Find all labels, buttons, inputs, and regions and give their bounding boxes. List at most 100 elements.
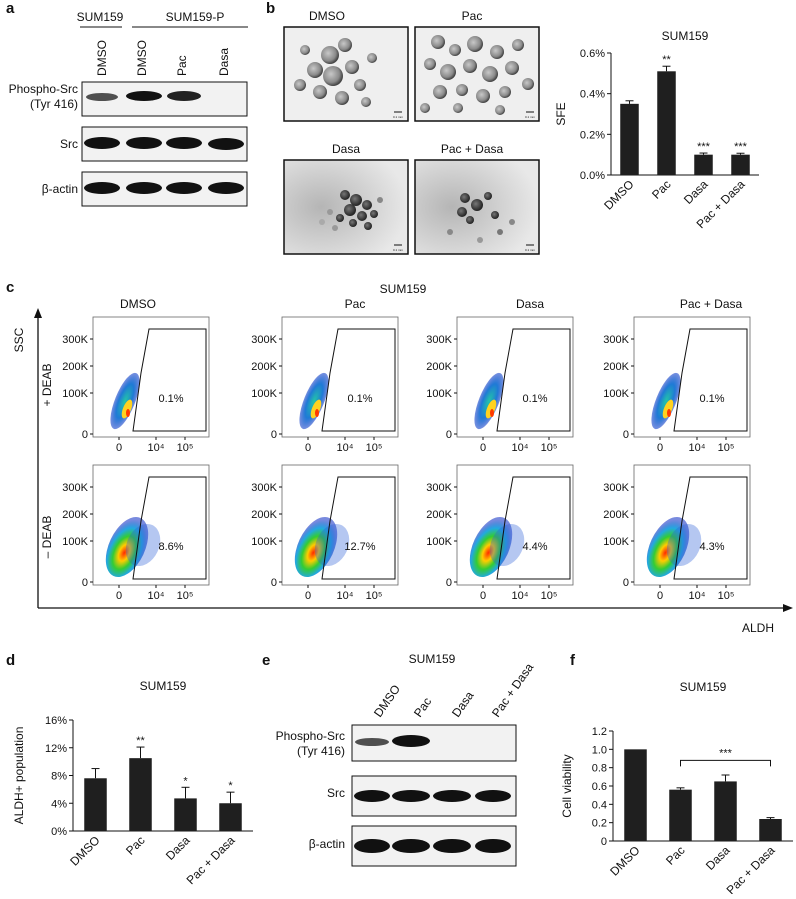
facs-cell-cloud: [646, 517, 690, 577]
lane-label: Pac + Dasa: [489, 660, 536, 719]
facs-x-tick-label: 10⁴: [337, 442, 354, 454]
lane-label: Dasa: [449, 688, 477, 719]
image-label: DMSO: [309, 9, 345, 23]
blot-band: [84, 182, 120, 194]
facs-y-tick-label: 200K: [603, 361, 629, 373]
panel-label-f: f: [570, 652, 576, 669]
blot-band: [126, 137, 162, 149]
facs-cell-cloud: [299, 372, 329, 430]
facs-cell-cloud: [651, 372, 681, 430]
y-axis-label: SFE: [554, 102, 568, 125]
gate-percentage: 0.1%: [522, 393, 547, 405]
facs-y-tick-label: 300K: [603, 334, 629, 346]
scale-bar-label: 0.1 mm: [393, 248, 404, 252]
facs-y-tick-label: 300K: [62, 482, 88, 494]
facs-frame: [92, 316, 210, 438]
facs-plot: 300K 200K 100K 0 0 10⁴ 10⁵ 0.1%: [62, 316, 210, 454]
x-tick-label: DMSO: [67, 833, 102, 868]
facs-y-tick-label: 0: [82, 577, 88, 589]
facs-plot: 300K 200K 100K 0 0 10⁴ 10⁵ 0.1%: [603, 316, 751, 454]
significance-label: ***: [719, 747, 733, 759]
facs-cell-cloud: [469, 517, 513, 577]
facs-scatter-tail: [489, 523, 525, 567]
facs-y-tick-label: 200K: [603, 509, 629, 521]
row-label: β-actin: [42, 182, 78, 196]
condition-label: Pac + Dasa: [680, 297, 743, 311]
facs-gate: [321, 328, 396, 432]
facs-plot: 300K 200K 100K 0 0 10⁴ 10⁵ 4.4%: [426, 464, 574, 602]
facs-y-tick-label: 100K: [426, 536, 452, 548]
facs-plot: 300K 200K 100K 0 0 10⁴ 10⁵ 12.7%: [251, 464, 399, 602]
y-tick-label: 12%: [45, 743, 67, 755]
gate-percentage: 0.1%: [699, 393, 724, 405]
blot-band: [433, 839, 471, 853]
facs-plot: 300K 200K 100K 0 0 10⁴ 10⁵ 8.6%: [62, 464, 210, 602]
facs-y-tick-label: 300K: [251, 482, 277, 494]
blot-band: [392, 790, 430, 802]
gate-percentage: 8.6%: [158, 541, 183, 553]
facs-x-tick-label: 10⁴: [148, 442, 165, 454]
panel-c-title: SUM159: [380, 282, 427, 296]
facs-y-tick-label: 0: [82, 429, 88, 441]
chart-title: SUM159: [680, 680, 727, 694]
row-label: Src: [327, 786, 345, 800]
facs-y-tick-label: 200K: [62, 361, 88, 373]
row-label: (Tyr 416): [297, 744, 345, 758]
bar: [669, 789, 692, 841]
facs-y-tick-label: 0: [271, 429, 277, 441]
condition-label: Pac: [345, 297, 366, 311]
facs-y-tick-label: 100K: [251, 388, 277, 400]
facs-y-tick-label: 100K: [62, 388, 88, 400]
facs-x-tick-label: 0: [657, 590, 663, 602]
facs-gate: [673, 476, 748, 580]
x-tick-label: Pac: [123, 833, 148, 858]
facs-density-core: [485, 399, 497, 419]
y-tick-label: 0%: [51, 826, 67, 838]
facs-x-tick-label: 10⁵: [366, 590, 383, 602]
panel-a-western-blot: SUM159 SUM159-P DMSO DMSO Pac Dasa Phosp…: [9, 10, 248, 207]
facs-density-core: [662, 399, 674, 419]
facs-y-tick-label: 300K: [62, 334, 88, 346]
facs-x-tick-label: 0: [116, 590, 122, 602]
blot-band: [166, 137, 202, 149]
lane-label: DMSO: [371, 682, 403, 720]
facs-gate: [673, 328, 748, 432]
x-tick-label: Pac: [663, 843, 688, 868]
y-tick-label: 0.8: [592, 763, 607, 775]
lane-label: Pac: [411, 695, 434, 720]
facs-density-core: [310, 399, 322, 419]
facs-scatter-tail: [314, 523, 350, 567]
bar: [84, 778, 107, 831]
facs-x-tick-label: 0: [305, 442, 311, 454]
facs-x-tick-label: 0: [480, 590, 486, 602]
lane-label: Pac: [175, 55, 189, 76]
facs-y-tick-label: 100K: [603, 388, 629, 400]
row-label: Phospho-Src: [276, 729, 345, 743]
blot-band: [166, 182, 202, 194]
gate-percentage: 4.4%: [522, 541, 547, 553]
lane-label: Dasa: [217, 48, 231, 76]
blot-band: [208, 138, 244, 150]
facs-y-tick-label: 300K: [603, 482, 629, 494]
y-tick-label: 0: [601, 836, 607, 848]
chart-title: SUM159: [140, 679, 187, 693]
facs-cell-cloud: [474, 372, 504, 430]
x-tick-label: Pac + Dasa: [724, 843, 778, 894]
facs-y-tick-label: 100K: [426, 388, 452, 400]
group-label-sum159: SUM159: [77, 10, 124, 24]
gate-percentage: 0.1%: [158, 393, 183, 405]
facs-gate: [496, 328, 571, 432]
facs-x-tick-label: 10⁴: [512, 442, 529, 454]
bar: [759, 819, 782, 841]
facs-y-tick-label: 300K: [426, 482, 452, 494]
blot-band: [392, 839, 430, 853]
y-tick-label: 1.2: [592, 726, 607, 738]
y-axis-label: ALDH+ population: [12, 727, 26, 825]
blot-band: [126, 91, 162, 101]
panel-b-sphere-images: DMSO Pac Dasa Pac + Dasa 0.1 mm: [283, 9, 540, 255]
y-tick-label: 0.6: [592, 781, 607, 793]
facs-gate: [132, 476, 207, 580]
y-tick-label: 0.2: [592, 818, 607, 830]
blot-band: [355, 738, 389, 746]
